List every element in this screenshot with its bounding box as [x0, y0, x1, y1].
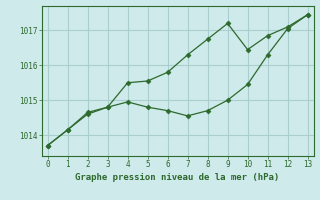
- X-axis label: Graphe pression niveau de la mer (hPa): Graphe pression niveau de la mer (hPa): [76, 173, 280, 182]
